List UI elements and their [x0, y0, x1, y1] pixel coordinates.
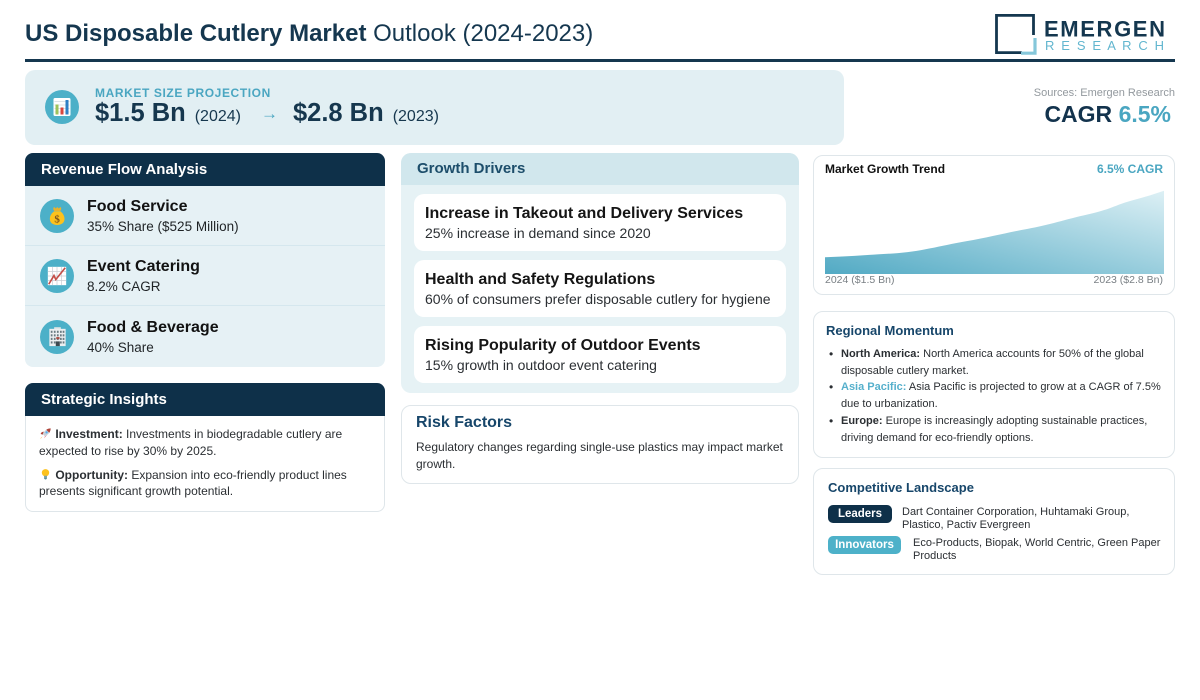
svg-text:R E S E A R C H: R E S E A R C H	[1045, 38, 1164, 53]
svg-text:EMERGEN: EMERGEN	[1044, 17, 1165, 42]
svg-text:$: $	[54, 213, 60, 225]
